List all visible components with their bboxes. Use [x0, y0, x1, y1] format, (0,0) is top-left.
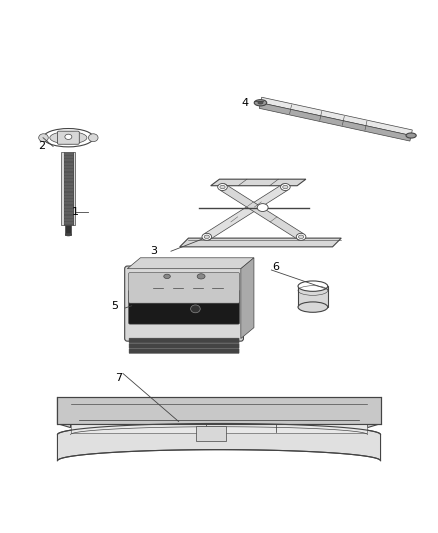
- Ellipse shape: [50, 132, 87, 144]
- Polygon shape: [241, 258, 254, 338]
- Ellipse shape: [298, 281, 328, 292]
- Text: 6: 6: [272, 262, 279, 271]
- Text: 7: 7: [115, 373, 122, 383]
- Text: 5: 5: [111, 301, 118, 311]
- Polygon shape: [261, 97, 412, 135]
- Bar: [65, 225, 71, 235]
- Ellipse shape: [281, 183, 290, 190]
- FancyBboxPatch shape: [129, 290, 240, 324]
- Ellipse shape: [39, 134, 48, 142]
- Polygon shape: [127, 258, 254, 269]
- FancyBboxPatch shape: [129, 272, 240, 303]
- Ellipse shape: [191, 305, 200, 313]
- FancyBboxPatch shape: [57, 131, 79, 144]
- Ellipse shape: [65, 233, 71, 236]
- Polygon shape: [259, 103, 411, 141]
- Polygon shape: [180, 238, 341, 247]
- Ellipse shape: [296, 233, 306, 240]
- FancyBboxPatch shape: [129, 349, 239, 353]
- Polygon shape: [220, 184, 303, 240]
- Ellipse shape: [283, 185, 288, 189]
- Ellipse shape: [164, 274, 170, 279]
- Ellipse shape: [298, 235, 304, 239]
- Ellipse shape: [65, 134, 72, 140]
- Ellipse shape: [43, 128, 93, 147]
- FancyBboxPatch shape: [129, 343, 239, 348]
- Ellipse shape: [254, 100, 267, 106]
- Text: 3: 3: [150, 246, 157, 256]
- Ellipse shape: [298, 302, 328, 312]
- Ellipse shape: [220, 185, 225, 189]
- Ellipse shape: [257, 204, 268, 212]
- FancyBboxPatch shape: [129, 338, 239, 343]
- Text: 1: 1: [71, 207, 78, 217]
- Polygon shape: [57, 423, 381, 461]
- Polygon shape: [57, 398, 71, 427]
- Text: 4: 4: [242, 98, 249, 108]
- Polygon shape: [211, 179, 306, 185]
- Ellipse shape: [218, 183, 227, 190]
- Bar: [64, 152, 73, 225]
- Bar: [298, 286, 328, 307]
- Ellipse shape: [406, 133, 416, 138]
- FancyBboxPatch shape: [125, 266, 244, 341]
- Bar: [196, 426, 226, 441]
- Ellipse shape: [258, 101, 263, 104]
- Polygon shape: [71, 424, 367, 433]
- Text: 2: 2: [39, 141, 46, 151]
- Polygon shape: [367, 398, 381, 427]
- Ellipse shape: [88, 134, 98, 142]
- Polygon shape: [205, 184, 287, 240]
- Bar: [61, 152, 64, 225]
- Polygon shape: [57, 398, 381, 424]
- Bar: [73, 152, 75, 225]
- Ellipse shape: [197, 274, 205, 279]
- Ellipse shape: [202, 233, 212, 240]
- Ellipse shape: [204, 235, 209, 239]
